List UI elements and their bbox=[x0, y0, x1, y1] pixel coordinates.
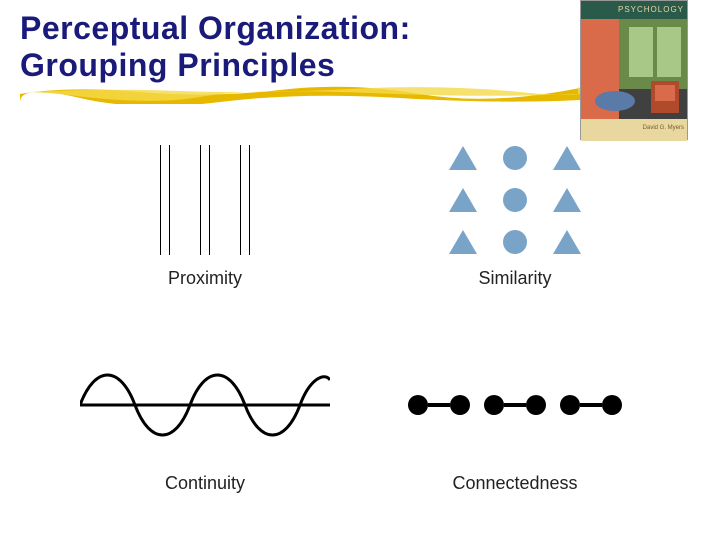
panel-proximity: Proximity bbox=[80, 140, 330, 315]
triangle-icon bbox=[553, 230, 581, 254]
connector-bar bbox=[580, 403, 602, 407]
dot-icon bbox=[602, 395, 622, 415]
triangle-icon bbox=[553, 146, 581, 170]
circle-icon bbox=[503, 230, 527, 254]
continuity-label: Continuity bbox=[165, 473, 245, 494]
book-author: David G. Myers bbox=[581, 119, 687, 141]
dot-icon bbox=[526, 395, 546, 415]
circle-icon bbox=[503, 188, 527, 212]
panel-continuity: Continuity bbox=[80, 345, 330, 520]
proximity-label: Proximity bbox=[168, 268, 242, 289]
similarity-figure bbox=[443, 140, 587, 260]
triangle-icon bbox=[553, 188, 581, 212]
principles-grid: Proximity Similarity Continuity bbox=[80, 140, 640, 520]
connectedness-label: Connectedness bbox=[452, 473, 577, 494]
connector-bar bbox=[504, 403, 526, 407]
triangle-icon bbox=[449, 230, 477, 254]
dot-icon bbox=[560, 395, 580, 415]
proximity-figure bbox=[156, 140, 254, 260]
panel-connectedness: Connectedness bbox=[390, 345, 640, 520]
triangle-icon bbox=[449, 188, 477, 212]
connector-bar bbox=[428, 403, 450, 407]
dot-icon bbox=[450, 395, 470, 415]
dot-icon bbox=[408, 395, 428, 415]
textbook-cover: PSYCHOLOGY David G. Myers bbox=[580, 0, 688, 140]
circle-icon bbox=[503, 146, 527, 170]
book-title: PSYCHOLOGY bbox=[581, 1, 687, 19]
panel-similarity: Similarity bbox=[390, 140, 640, 315]
triangle-icon bbox=[449, 146, 477, 170]
connectedness-figure bbox=[408, 345, 622, 465]
book-cover-art bbox=[581, 19, 687, 119]
dot-icon bbox=[484, 395, 504, 415]
title-underline-brush bbox=[20, 84, 580, 104]
continuity-figure bbox=[80, 345, 330, 465]
similarity-label: Similarity bbox=[478, 268, 551, 289]
